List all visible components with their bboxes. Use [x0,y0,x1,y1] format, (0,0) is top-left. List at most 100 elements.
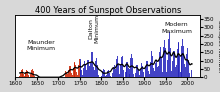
Bar [167,60,168,77]
Bar [76,72,77,77]
Bar [176,65,177,77]
Bar [136,65,137,77]
Bar [21,70,22,77]
Bar [107,71,108,77]
Bar [139,75,140,77]
Bar [31,68,32,77]
Bar [80,59,81,77]
Bar [109,73,110,77]
Bar [69,66,70,77]
Bar [141,63,142,77]
Bar [129,74,130,77]
Bar [92,52,93,77]
Bar [185,67,186,77]
Bar [181,54,182,77]
Bar [30,74,31,77]
Bar [22,71,23,77]
Bar [108,70,109,77]
Bar [118,64,119,77]
Bar [156,61,157,77]
Bar [159,52,160,77]
Bar [149,74,150,77]
Bar [103,69,104,77]
Bar [84,61,85,77]
Bar [177,49,178,77]
Bar [77,75,78,77]
Bar [121,57,122,77]
Bar [70,66,71,77]
Bar [27,71,28,77]
Bar [33,71,34,77]
Bar [148,71,149,77]
Bar [32,69,33,77]
Bar [180,72,181,77]
Bar [168,39,169,77]
Bar [188,60,189,77]
Bar [179,56,180,77]
Bar [91,52,92,77]
Bar [95,58,96,77]
Bar [65,72,66,77]
Bar [23,74,24,77]
Bar [182,39,183,77]
Bar [89,66,90,77]
Bar [67,74,68,77]
Bar [166,64,167,77]
Bar [183,46,184,77]
Bar [170,48,171,77]
Bar [81,70,82,77]
Bar [187,49,188,77]
Bar [82,75,83,77]
Bar [73,68,74,77]
Bar [117,56,118,77]
Bar [110,76,111,77]
Bar [165,47,166,77]
Bar [130,58,131,77]
Bar [145,67,146,77]
Text: Maunder
Minimum: Maunder Minimum [27,40,56,51]
Bar [78,65,79,77]
Bar [128,68,129,77]
Bar [143,72,144,77]
Title: 400 Years of Sunspot Observations: 400 Years of Sunspot Observations [35,6,181,15]
Bar [119,74,120,77]
Bar [138,70,139,77]
Bar [160,47,161,77]
Bar [191,70,192,77]
Bar [28,75,29,77]
Bar [24,76,25,77]
Bar [104,72,105,77]
Bar [122,56,123,77]
Bar [153,68,154,77]
Bar [151,51,152,77]
Bar [105,76,106,77]
Bar [97,65,98,77]
Text: Modern
Maximum: Modern Maximum [161,22,192,34]
Bar [71,70,72,77]
Bar [142,66,143,77]
Bar [34,76,35,77]
Bar [132,63,133,77]
Bar [72,75,73,77]
Bar [173,51,174,77]
Bar [152,56,153,77]
Bar [74,63,75,77]
Bar [94,70,95,77]
Bar [96,58,97,77]
Bar [172,61,173,77]
Bar [189,73,190,77]
Bar [146,61,147,77]
Bar [175,61,176,77]
Bar [163,47,164,77]
Bar [114,65,115,77]
Bar [164,40,165,77]
Bar [85,64,86,77]
Bar [83,68,84,77]
Bar [174,51,175,77]
Bar [127,62,128,77]
Bar [178,43,179,77]
Bar [154,71,155,77]
Bar [106,75,107,77]
Bar [133,74,134,77]
Bar [161,58,162,77]
